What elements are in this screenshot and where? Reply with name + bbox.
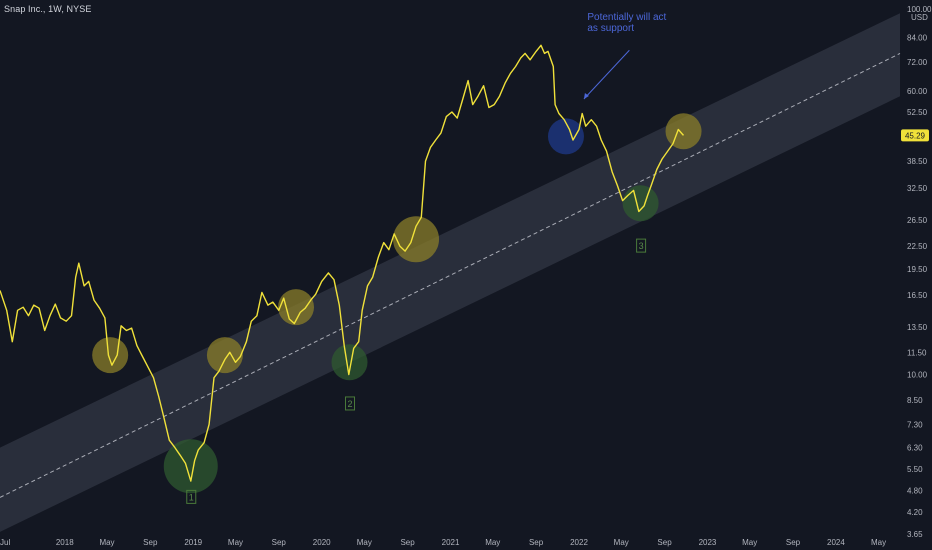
highlight-circle-green xyxy=(163,439,218,494)
x-axis-tick-label: Sep xyxy=(272,538,287,547)
wave-marker-box xyxy=(345,396,356,411)
x-axis-tick-label: Sep xyxy=(143,538,158,547)
symbol-legend[interactable]: Snap Inc., 1W, NYSE xyxy=(4,4,92,14)
highlight-circle-green xyxy=(622,185,659,222)
x-axis-tick-label: 2024 xyxy=(827,538,845,547)
annotation-text-line2: as support xyxy=(587,23,634,34)
y-axis-tick-label: 84.00 xyxy=(907,34,928,43)
price-tag-box xyxy=(901,129,929,142)
highlight-circle-blue xyxy=(547,118,584,155)
y-axis-tick-label: 19.50 xyxy=(907,265,928,274)
x-axis-tick-label: Sep xyxy=(657,538,672,547)
x-axis-tick-label: Jul xyxy=(0,538,10,547)
y-axis-tick-label: 7.30 xyxy=(907,420,923,429)
x-axis-tick-label: May xyxy=(99,538,114,547)
x-axis-tick-label: 2018 xyxy=(56,538,74,547)
annotation-arrow-head xyxy=(583,92,589,99)
y-axis-tick-label: 5.50 xyxy=(907,465,923,474)
x-axis-tick-label: 2023 xyxy=(699,538,717,547)
y-axis-tick-label: 4.20 xyxy=(907,508,923,517)
wave-marker-label: 1 xyxy=(189,492,194,502)
y-axis-tick-label: 3.65 xyxy=(907,530,923,539)
x-axis-tick-label: May xyxy=(357,538,372,547)
highlight-circle-green xyxy=(331,344,368,381)
annotation-arrow-line xyxy=(583,49,630,100)
price-line-layer xyxy=(0,44,685,482)
channel-midline xyxy=(0,52,901,498)
annotation-text-line1: Potentially will act xyxy=(587,12,666,23)
y-axis-tick-label: 13.50 xyxy=(907,323,928,332)
x-axis-tick-label: 2019 xyxy=(184,538,202,547)
y-axis-tick-label: 32.50 xyxy=(907,184,928,193)
highlight-circle-yellow xyxy=(665,113,702,150)
channel-band xyxy=(0,13,900,532)
x-axis-tick-label: Sep xyxy=(529,538,544,547)
x-axis[interactable]: Jul 2018 May Sep 2019 May Sep 2020 May Sep 2021 May… xyxy=(0,538,886,547)
y-axis-tick-label: 52.50 xyxy=(907,108,928,117)
highlight-circles xyxy=(92,113,702,494)
y-axis-tick-label: 16.50 xyxy=(907,291,928,300)
y-axis-tick-label: 10.00 xyxy=(907,370,928,379)
x-axis-tick-label: 2020 xyxy=(313,538,331,547)
wave-marker-label: 3 xyxy=(639,241,644,251)
wave-marker-box xyxy=(636,238,647,253)
x-axis-tick-label: May xyxy=(228,538,243,547)
current-price-tag: 45.29 xyxy=(901,129,929,142)
y-axis-top-label: 100.00 xyxy=(907,5,932,14)
x-axis-tick-label: May xyxy=(742,538,757,547)
y-axis-tick-label: 6.30 xyxy=(907,444,923,453)
x-axis-tick-label: Sep xyxy=(400,538,415,547)
x-axis-tick-label: 2021 xyxy=(442,538,460,547)
y-axis-tick-label: 8.50 xyxy=(907,396,923,405)
wave-marker-box xyxy=(186,489,197,504)
x-axis-tick-label: Sep xyxy=(786,538,801,547)
highlight-circle-yellow xyxy=(92,337,129,374)
y-axis-tick-label: 60.00 xyxy=(907,87,928,96)
price-tag-label: 45.29 xyxy=(905,131,926,140)
price-line[interactable] xyxy=(0,44,685,482)
y-axis-tick-label: 72.00 xyxy=(907,58,928,67)
x-axis-tick-label: May xyxy=(614,538,629,547)
highlight-circle-yellow xyxy=(278,289,315,326)
wave-marker-label: 2 xyxy=(348,399,353,409)
y-axis-tick-label: 26.50 xyxy=(907,216,928,225)
x-axis-tick-label: May xyxy=(485,538,500,547)
highlight-circle-yellow xyxy=(206,337,243,374)
x-axis-tick-label: May xyxy=(871,538,886,547)
y-axis-tick-label: 11.50 xyxy=(907,348,927,357)
y-axis-tick-label: 22.50 xyxy=(907,242,928,251)
wave-markers: 1 2 3 xyxy=(186,238,647,504)
x-axis-tick-label: 2022 xyxy=(570,538,588,547)
y-axis-currency-label: USD xyxy=(911,13,928,22)
highlight-circle-yellow xyxy=(393,216,440,263)
regression-channel xyxy=(0,13,901,532)
y-axis-tick-label: 38.50 xyxy=(907,157,928,166)
y-axis-tick-label: 4.80 xyxy=(907,487,923,496)
